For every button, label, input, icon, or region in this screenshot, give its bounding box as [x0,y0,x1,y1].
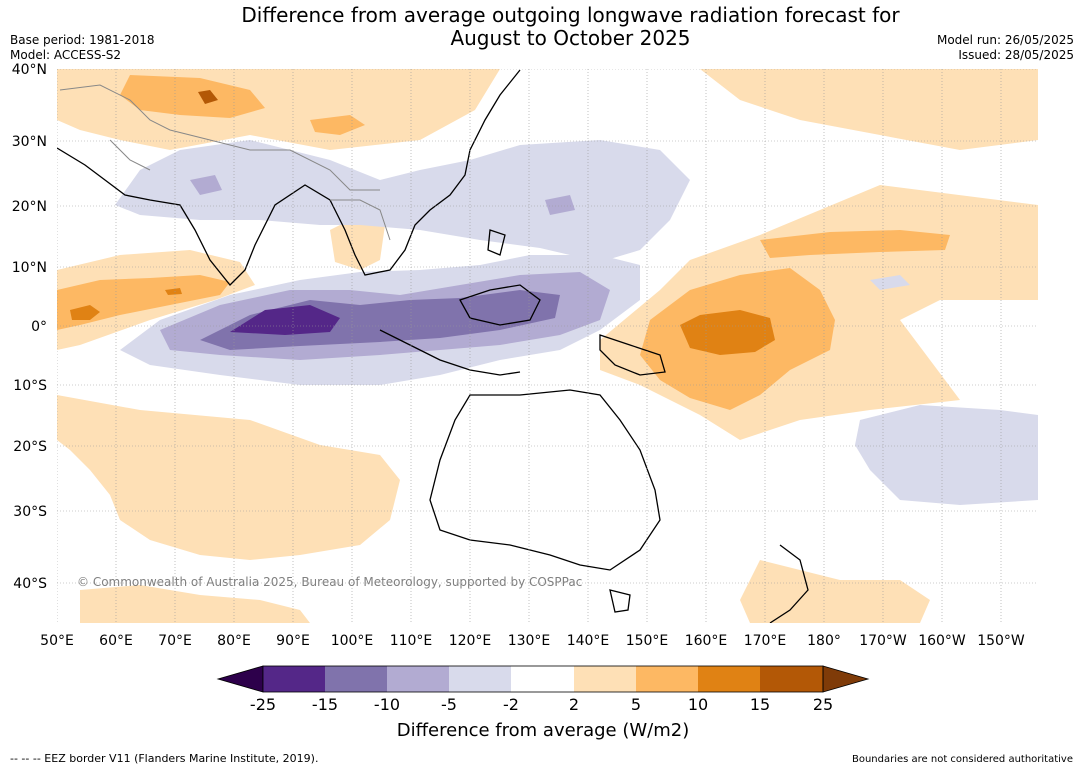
lat-label: 30°S [13,504,47,520]
colorbar-tick-label: -15 [312,695,338,714]
lon-label: 100°E [331,633,374,649]
colorbar-bin [574,666,636,692]
lon-label: 130°E [508,633,551,649]
lon-label: 160°W [918,633,966,649]
colorbar-tick-label: -5 [441,695,457,714]
chart-title: Difference from average outgoing longwav… [0,4,1085,50]
copyright-notice: © Commonwealth of Australia 2025, Bureau… [77,575,582,589]
title-line-2: August to October 2025 [450,26,691,50]
boundaries-disclaimer: Boundaries are not considered authoritat… [851,754,1073,765]
colorbar-tick-label: -10 [374,695,400,714]
meta-right: Model run: 26/05/2025 Issued: 28/05/2025 [937,33,1074,63]
lon-label: 50°E [40,633,74,649]
lat-label: 40°S [13,576,47,592]
eez-border-note: -- -- -- EEZ border V11 (Flanders Marine… [10,752,319,765]
colorbar-tick-label: 25 [813,695,833,714]
colorbar-below-triangle [216,665,264,693]
lon-label: 120°E [449,633,492,649]
issued-date: Issued: 28/05/2025 [958,48,1074,62]
colorbar-bin [698,666,760,692]
lon-label: 110°E [390,633,433,649]
lat-label: 10°N [12,260,47,276]
lon-label: 80°E [217,633,251,649]
lon-label: 70°E [158,633,192,649]
anomaly-field [57,69,1038,623]
model-run: Model run: 26/05/2025 [936,33,1074,47]
lat-label: 20°S [13,439,47,455]
lon-label: 60°E [99,633,133,649]
colorbar: -25 -15 -10 -5 -2 2 5 10 15 25 Differenc… [216,665,870,741]
lat-label: 0° [31,319,47,335]
country-borders [59,84,391,241]
lon-label: 140°E [567,633,610,649]
meta-left: Base period: 1981-2018 Model: ACCESS-S2 [10,33,155,63]
colorbar-bin [760,666,823,692]
colorbar-bin [325,666,387,692]
colorbar-tick-label: -25 [250,695,276,714]
lat-label: 40°N [12,62,47,78]
colorbar-bin [387,666,449,692]
latitude-labels: 40°N 30°N 20°N 10°N 0° 10°S 20°S 30°S 40… [12,62,47,592]
lon-label: 170°W [859,633,907,649]
lon-label: 170°E [744,633,787,649]
colorbar-bin [449,666,511,692]
lon-label: 160°E [685,633,728,649]
lon-label: 150°E [626,633,669,649]
lon-label: 180° [807,633,841,649]
colorbar-tick-label: 15 [750,695,770,714]
base-period: Base period: 1981-2018 [10,33,155,47]
model-name: Model: ACCESS-S2 [10,48,122,62]
lon-label: 90°E [276,633,310,649]
lon-label: 150°W [977,633,1025,649]
lat-label: 20°N [12,199,47,215]
colorbar-tick-label: 5 [631,695,641,714]
colorbar-bin [263,666,325,692]
lat-label: 30°N [12,134,47,150]
colorbar-above-triangle [822,665,870,693]
colorbar-tick-label: 2 [569,695,579,714]
colorbar-tick-label: 10 [688,695,708,714]
lat-label: 10°S [13,378,47,394]
longitude-labels: 50°E 60°E 70°E 80°E 90°E 100°E 110°E 120… [40,633,1025,649]
colorbar-tick-label: -2 [503,695,519,714]
colorbar-bin [511,666,574,692]
graticule [57,69,1038,623]
colorbar-title: Difference from average (W/m2) [397,720,689,741]
colorbar-bin [636,666,698,692]
title-line-1: Difference from average outgoing longwav… [241,3,900,27]
